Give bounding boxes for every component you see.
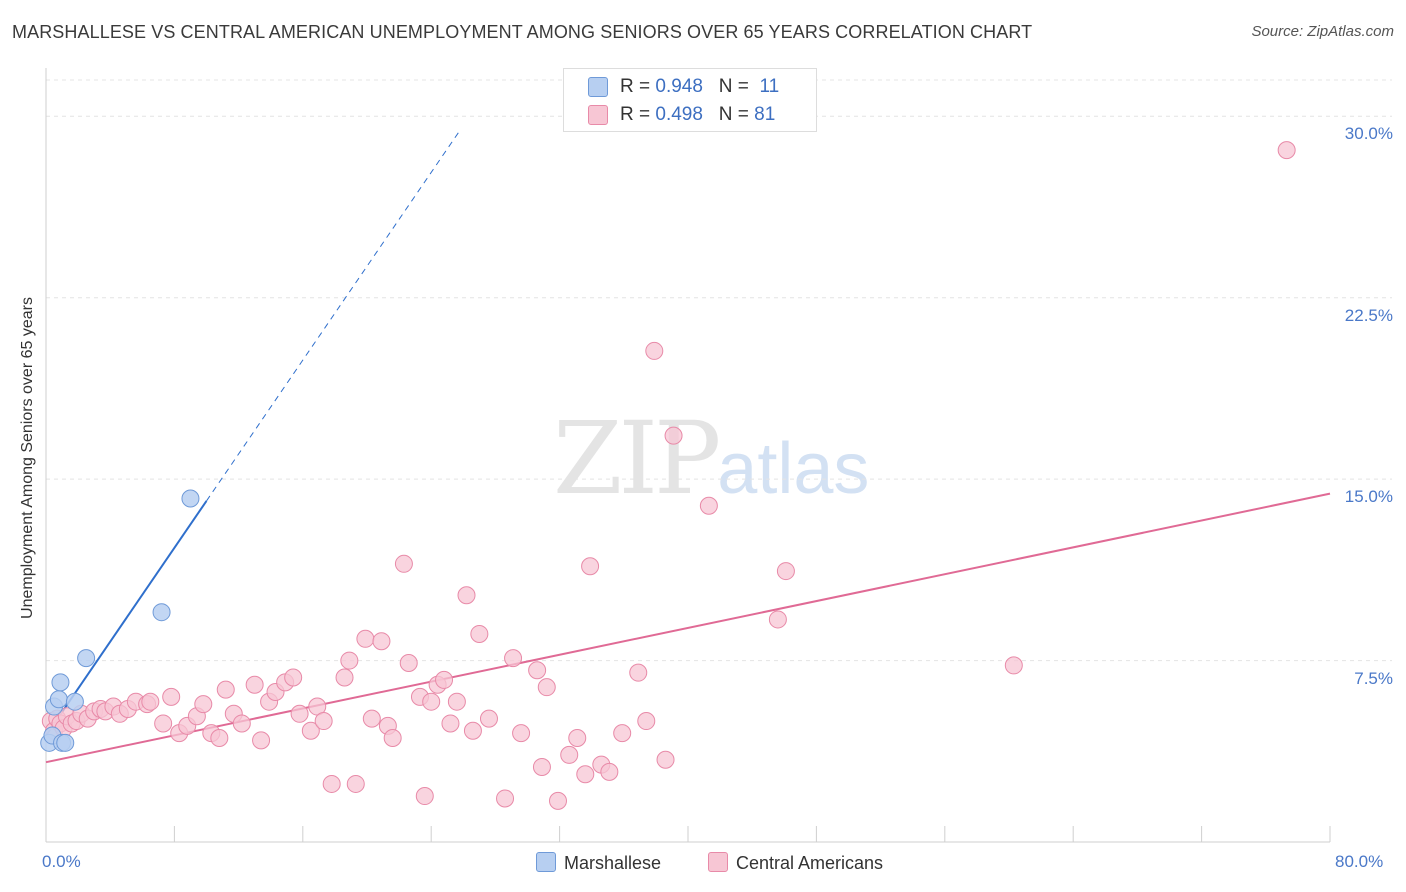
legend-n-central: 81 bbox=[754, 104, 776, 125]
central-americans-point bbox=[656, 750, 675, 769]
central-americans-point bbox=[447, 692, 466, 711]
central-americans-point bbox=[645, 341, 664, 360]
marshallese-swatch bbox=[588, 77, 608, 97]
central-americans-point bbox=[560, 745, 579, 764]
central-americans-points bbox=[41, 141, 1296, 810]
central-americans-point bbox=[252, 731, 271, 750]
central-americans-point bbox=[528, 661, 547, 680]
legend-r-marshallese: 0.948 bbox=[655, 76, 703, 97]
central-americans-point bbox=[613, 724, 632, 743]
central-americans-point bbox=[210, 728, 229, 747]
source-attribution: Source: ZipAtlas.com bbox=[1251, 23, 1394, 40]
central-americans-point bbox=[504, 649, 523, 668]
central-americans-point bbox=[768, 610, 787, 629]
central-americans-point bbox=[284, 668, 303, 687]
central-americans-point bbox=[301, 721, 320, 740]
central-americans-point bbox=[290, 704, 309, 723]
central-americans-point bbox=[600, 762, 619, 781]
y-tick-label: 30.0% bbox=[1344, 124, 1393, 144]
central-americans-legend-swatch bbox=[708, 852, 728, 872]
marshallese-legend-swatch bbox=[536, 852, 556, 872]
legend-n-label: N = bbox=[718, 104, 749, 125]
central-americans-point bbox=[245, 675, 264, 694]
x-tick-label-min: 0.0% bbox=[42, 852, 81, 871]
central-americans-point bbox=[1277, 141, 1296, 160]
legend-r-label: R = bbox=[620, 104, 651, 125]
central-americans-point bbox=[435, 670, 454, 689]
legend-r-central: 0.498 bbox=[655, 104, 703, 125]
central-americans-point bbox=[532, 758, 551, 777]
bottom-legend-marshallese[interactable]: Marshallese bbox=[536, 852, 661, 874]
central-americans-point bbox=[399, 653, 418, 672]
marshallese-points bbox=[40, 489, 200, 752]
central-americans-point bbox=[194, 695, 213, 714]
central-americans-point bbox=[346, 774, 365, 793]
central-americans-point bbox=[629, 663, 648, 682]
central-americans-point bbox=[441, 714, 460, 733]
central-americans-point bbox=[699, 496, 718, 515]
central-americans-point bbox=[548, 791, 567, 810]
y-tick-label: 22.5% bbox=[1344, 305, 1393, 325]
marshallese-point bbox=[51, 673, 70, 692]
central-americans-point bbox=[362, 709, 381, 728]
watermark-atlas: atlas bbox=[717, 429, 870, 509]
axes bbox=[45, 68, 1331, 843]
central-americans-point bbox=[664, 426, 683, 445]
central-americans-trend-line bbox=[45, 492, 1331, 764]
central-americans-point bbox=[383, 728, 402, 747]
x-tick-label-max: 80.0% bbox=[1335, 852, 1384, 871]
marshallese-point bbox=[152, 603, 171, 622]
central-americans-point bbox=[335, 668, 354, 687]
central-americans-point bbox=[340, 651, 359, 670]
legend-marshallese-label: Marshallese bbox=[564, 853, 662, 873]
trend-lines bbox=[45, 132, 1331, 764]
central-americans-point bbox=[776, 562, 795, 581]
gridlines bbox=[46, 79, 1392, 662]
chart-title: MARSHALLESE VS CENTRAL AMERICAN UNEMPLOY… bbox=[12, 22, 1033, 42]
central-americans-point bbox=[154, 714, 173, 733]
legend-n-label: N = bbox=[718, 76, 749, 97]
central-americans-swatch bbox=[588, 105, 608, 125]
watermark-zip: ZIP bbox=[553, 400, 721, 517]
central-americans-point bbox=[470, 624, 489, 643]
marshallese-point bbox=[181, 489, 200, 508]
central-americans-point bbox=[568, 728, 587, 747]
central-americans-point bbox=[141, 692, 160, 711]
central-americans-point bbox=[422, 692, 441, 711]
central-americans-point bbox=[415, 787, 434, 806]
marshallese-point bbox=[65, 692, 84, 711]
central-americans-point bbox=[322, 774, 341, 793]
marshallese-trend-extension bbox=[206, 132, 459, 502]
legend-central-americans-label: Central Americans bbox=[736, 853, 884, 873]
central-americans-point bbox=[463, 721, 482, 740]
central-americans-point bbox=[637, 712, 656, 731]
bottom-legend-central-americans[interactable]: Central Americans bbox=[708, 852, 883, 874]
y-axis-label: Unemployment Among Seniors over 65 years bbox=[19, 297, 36, 619]
watermark: ZIPatlas bbox=[553, 400, 869, 517]
marshallese-point bbox=[49, 690, 68, 709]
central-americans-point bbox=[537, 678, 556, 697]
legend-r-label: R = bbox=[620, 76, 651, 97]
central-americans-point bbox=[162, 687, 181, 706]
central-americans-point bbox=[394, 554, 413, 573]
central-americans-point bbox=[457, 586, 476, 605]
central-americans-point bbox=[576, 765, 595, 784]
central-americans-point bbox=[314, 712, 333, 731]
central-americans-point bbox=[512, 724, 531, 743]
central-americans-point bbox=[496, 789, 515, 808]
y-tick-label: 15.0% bbox=[1344, 487, 1393, 507]
y-tick-label: 7.5% bbox=[1354, 668, 1393, 688]
marshallese-point bbox=[56, 733, 75, 752]
central-americans-point bbox=[232, 714, 251, 733]
central-americans-point bbox=[372, 632, 391, 651]
central-americans-point bbox=[479, 709, 498, 728]
central-americans-point bbox=[356, 629, 375, 648]
central-americans-point bbox=[581, 557, 600, 576]
central-americans-point bbox=[1004, 656, 1023, 675]
central-americans-point bbox=[216, 680, 235, 699]
marshallese-point bbox=[77, 649, 96, 668]
correlation-legend: R = 0.948 N = 11 R = 0.498 N = 81 bbox=[563, 68, 817, 132]
legend-n-marshallese: 11 bbox=[759, 76, 780, 97]
